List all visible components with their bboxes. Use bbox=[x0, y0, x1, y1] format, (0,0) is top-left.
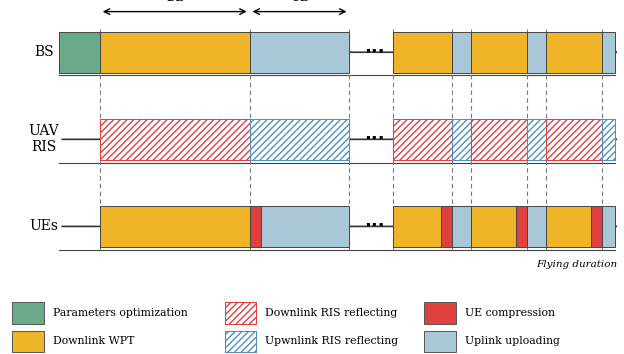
Bar bbox=[602, 119, 615, 160]
Text: UEs: UEs bbox=[29, 219, 58, 233]
Text: ···: ··· bbox=[364, 43, 385, 61]
Text: Flying duration: Flying duration bbox=[537, 260, 618, 269]
Bar bbox=[441, 206, 452, 247]
Bar bbox=[452, 32, 471, 73]
Text: UL: UL bbox=[291, 0, 308, 4]
Bar bbox=[452, 119, 471, 160]
Bar bbox=[225, 302, 256, 324]
Text: Downlink WPT: Downlink WPT bbox=[53, 336, 134, 346]
Bar bbox=[59, 32, 100, 73]
Text: UE compression: UE compression bbox=[465, 308, 555, 318]
Bar bbox=[100, 119, 250, 160]
Bar bbox=[393, 206, 441, 247]
Text: BS: BS bbox=[34, 45, 54, 59]
Text: UAV
RIS: UAV RIS bbox=[28, 124, 59, 154]
Bar bbox=[225, 302, 256, 324]
Bar bbox=[471, 119, 527, 160]
Bar bbox=[100, 206, 250, 247]
Bar bbox=[250, 32, 349, 73]
Bar bbox=[546, 119, 602, 160]
Bar bbox=[424, 331, 456, 352]
Text: Parameters optimization: Parameters optimization bbox=[53, 308, 188, 318]
Bar bbox=[100, 32, 250, 73]
Bar bbox=[424, 302, 456, 324]
Text: Downlink RIS reflecting: Downlink RIS reflecting bbox=[265, 308, 397, 318]
Text: Upwnlink RIS reflecting: Upwnlink RIS reflecting bbox=[265, 336, 398, 346]
Bar bbox=[225, 331, 256, 352]
Text: DL: DL bbox=[166, 0, 183, 4]
Bar bbox=[516, 206, 527, 247]
Bar bbox=[602, 32, 615, 73]
Bar bbox=[471, 206, 516, 247]
Bar bbox=[12, 302, 44, 324]
Bar bbox=[393, 119, 452, 160]
Bar bbox=[250, 206, 261, 247]
Bar bbox=[250, 119, 349, 160]
Bar bbox=[261, 206, 349, 247]
Bar bbox=[546, 119, 602, 160]
Bar bbox=[12, 331, 44, 352]
Bar bbox=[527, 119, 546, 160]
Bar bbox=[452, 119, 471, 160]
Bar bbox=[591, 206, 602, 247]
Bar bbox=[452, 206, 471, 247]
Bar bbox=[471, 32, 527, 73]
Text: Uplink uploading: Uplink uploading bbox=[465, 336, 560, 346]
Text: ···: ··· bbox=[364, 130, 385, 148]
Bar bbox=[393, 32, 452, 73]
Bar bbox=[527, 119, 546, 160]
Bar bbox=[393, 119, 452, 160]
Bar bbox=[527, 206, 546, 247]
Bar bbox=[250, 119, 349, 160]
Bar bbox=[471, 119, 527, 160]
Bar bbox=[100, 119, 250, 160]
Bar bbox=[546, 206, 591, 247]
Bar bbox=[546, 32, 602, 73]
Bar bbox=[225, 331, 256, 352]
Bar bbox=[527, 32, 546, 73]
Bar bbox=[602, 206, 615, 247]
Bar bbox=[602, 119, 615, 160]
Text: ···: ··· bbox=[364, 217, 385, 235]
